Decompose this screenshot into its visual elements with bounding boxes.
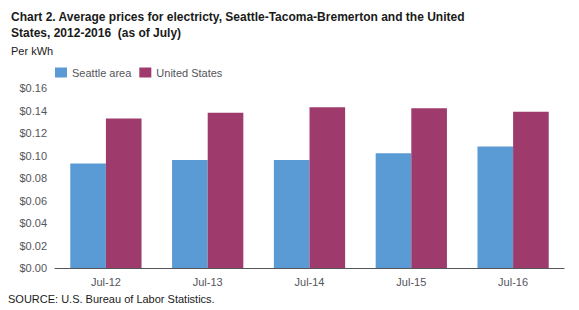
svg-text:$0.06: $0.06 <box>19 195 47 207</box>
svg-text:United States: United States <box>156 67 223 79</box>
svg-text:States, 2012-2016 (as of July: States, 2012-2016 (as of July) <box>11 26 181 40</box>
svg-text:Jul-16: Jul-16 <box>498 276 528 288</box>
svg-text:$0.02: $0.02 <box>19 240 47 252</box>
svg-text:Seattle area: Seattle area <box>72 67 132 79</box>
svg-text:$0.14: $0.14 <box>19 105 47 117</box>
svg-text:Jul-14: Jul-14 <box>295 276 325 288</box>
svg-text:Per kWh: Per kWh <box>11 45 53 57</box>
svg-text:$0.12: $0.12 <box>19 127 47 139</box>
svg-text:Jul-13: Jul-13 <box>193 276 223 288</box>
svg-text:$0.08: $0.08 <box>19 172 47 184</box>
svg-text:$0.16: $0.16 <box>19 82 47 94</box>
svg-text:SOURCE: U.S. Bureau of Labor S: SOURCE: U.S. Bureau of Labor Statistics. <box>8 293 215 305</box>
svg-text:Chart 2. Average prices for el: Chart 2. Average prices for electricty, … <box>11 10 464 24</box>
svg-text:$0.04: $0.04 <box>19 217 47 229</box>
svg-text:$0.00: $0.00 <box>19 262 47 274</box>
svg-text:$0.10: $0.10 <box>19 150 47 162</box>
svg-text:Jul-12: Jul-12 <box>91 276 121 288</box>
svg-text:Jul-15: Jul-15 <box>396 276 426 288</box>
